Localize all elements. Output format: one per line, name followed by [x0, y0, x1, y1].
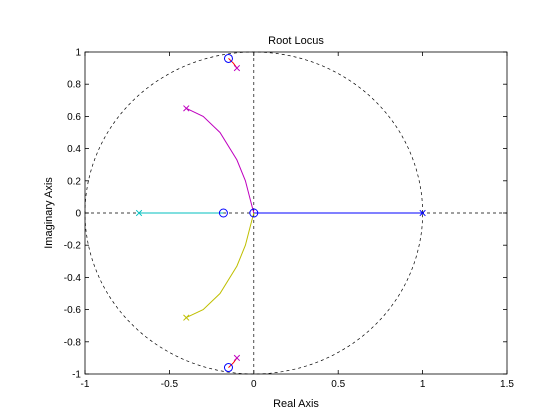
locus-branches: [139, 58, 423, 368]
y-tick-label: 0.6: [67, 112, 81, 123]
zero-marker-2: [218, 208, 228, 218]
chart-title: Root Locus: [268, 35, 324, 47]
x-axis-label: Real Axis: [273, 398, 319, 410]
x-tick-label: 1: [420, 379, 426, 390]
pole-marker-1: [419, 209, 426, 217]
zero-marker-3: [223, 53, 233, 63]
y-tick-label: 0.8: [67, 80, 81, 91]
pole-marker-6: [233, 354, 241, 362]
x-tick-label: 1.5: [500, 379, 514, 390]
x-tick-label: -0.5: [161, 379, 179, 390]
y-axis-label: Imaginary Axis: [43, 177, 55, 249]
pole-marker-3: [183, 105, 190, 112]
locus-branch-3: [186, 107, 255, 214]
x-tick-label: 0.5: [331, 379, 345, 390]
y-tick-label: -0.4: [64, 273, 82, 284]
pole-zero-markers: [135, 53, 426, 373]
y-tick-label: 0.4: [67, 144, 81, 155]
pole-marker-2: [135, 209, 143, 217]
x-tick-label: 0: [251, 379, 257, 390]
y-tick-label: -1: [72, 370, 81, 381]
axis-ticks: -1 -0.5 0 0.5 1 1.5 -1 -0.8 -0.6 -0.4 -0.2 0 0.2 0.4 0…: [64, 48, 515, 391]
y-tick-label: 0.2: [67, 176, 81, 187]
y-tick-label: -0.8: [64, 337, 82, 348]
y-tick-label: -0.2: [64, 241, 82, 252]
pole-marker-4: [183, 314, 190, 321]
y-tick-label: -0.6: [64, 305, 82, 316]
zero-marker-1: [249, 208, 259, 218]
y-tick-label: 1: [75, 48, 81, 59]
locus-branch-4: [186, 212, 255, 319]
zero-marker-4: [223, 363, 233, 373]
pole-marker-5: [233, 64, 241, 72]
x-tick-label: -1: [81, 379, 90, 390]
y-tick-label: 0: [75, 209, 81, 220]
